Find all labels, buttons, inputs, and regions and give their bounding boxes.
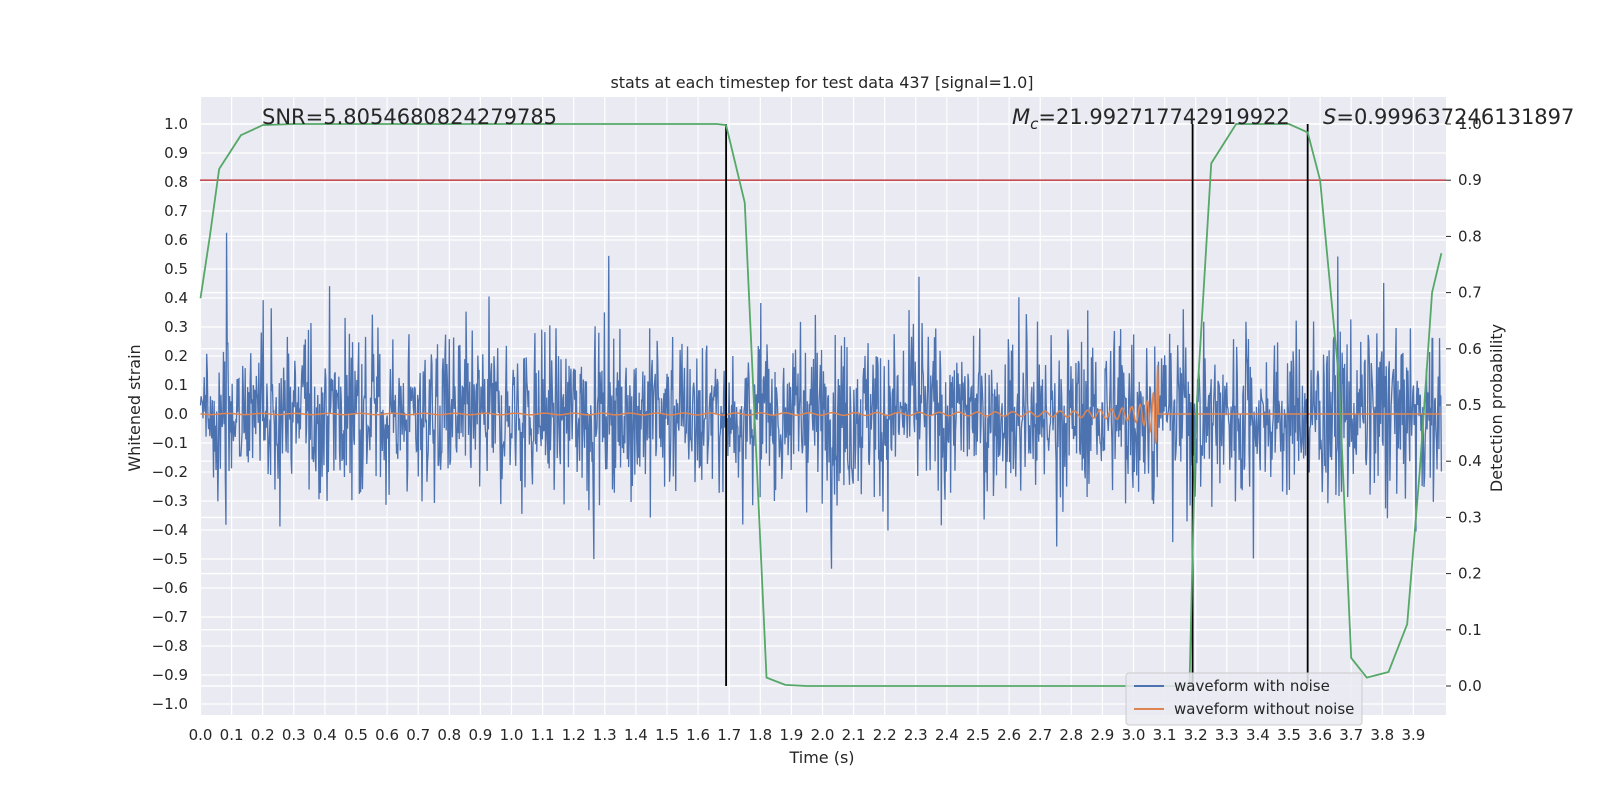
clean-waveform-line: [200, 365, 1442, 444]
x-tick-label: 0.9: [468, 726, 492, 744]
x-tick-label: 1.5: [655, 726, 679, 744]
y-tick-label: −0.6: [152, 579, 188, 597]
y-tick-label: 0.6: [164, 231, 188, 249]
x-tick-label: 3.7: [1339, 726, 1363, 744]
y-tick-label: 0.9: [164, 144, 188, 162]
y-tick-label: 0.4: [164, 289, 188, 307]
y-tick-label: −0.1: [152, 434, 188, 452]
chirp-mass-subscript: c: [1030, 115, 1039, 133]
x-tick-label: 3.1: [1153, 726, 1177, 744]
y-tick-label: −0.4: [152, 521, 188, 539]
x-tick-label: 3.2: [1184, 726, 1208, 744]
x-tick-label: 3.3: [1215, 726, 1239, 744]
x-tick-label: 0.0: [189, 726, 213, 744]
y-tick-label: −0.7: [152, 608, 188, 626]
x-tick-label: 2.0: [811, 726, 835, 744]
x-tick-label: 3.4: [1246, 726, 1270, 744]
x-tick-label: 3.5: [1277, 726, 1301, 744]
noisy-waveform-line: [199, 232, 1443, 569]
legend-box: [1125, 672, 1363, 726]
x-axis-label: Time (s): [788, 748, 854, 767]
y-right-tick-label: 1.0: [1458, 115, 1482, 133]
x-tick-label: 3.0: [1122, 726, 1146, 744]
score-value: =0.999637246131897: [1336, 105, 1574, 129]
x-tick-label: 2.7: [1028, 726, 1052, 744]
y-right-tick-label: 0.1: [1458, 621, 1482, 639]
clean-waveform-layer: [200, 365, 1442, 444]
y-right-tick-label: 0.4: [1458, 452, 1482, 470]
x-tick-label: 0.5: [344, 726, 368, 744]
legend-label-noisy: waveform with noise: [1174, 677, 1330, 695]
y-axis-label-right: Detection probability: [1487, 324, 1506, 492]
y-tick-label: −0.3: [152, 492, 188, 510]
x-tick-label: 2.9: [1090, 726, 1114, 744]
y-right-tick-label: 0.9: [1458, 171, 1482, 189]
chart-title: stats at each timestep for test data 437…: [610, 73, 1033, 92]
y-tick-label: −0.9: [152, 666, 188, 684]
x-tick-label: 2.1: [842, 726, 866, 744]
y-tick-label: 0.2: [164, 347, 188, 365]
x-tick-label: 1.9: [779, 726, 803, 744]
legend-label-clean: waveform without noise: [1174, 700, 1354, 718]
x-tick-label: 2.4: [935, 726, 959, 744]
x-tick-label: 0.3: [282, 726, 306, 744]
score-symbol: S: [1323, 105, 1336, 129]
y-ticks-left: 1.0 0.9 0.8 0.7 0.6 0.5 0.4 0.3 0.2 0.1 0.0 −0.1 −0.…: [152, 115, 188, 713]
y-tick-label: −0.2: [152, 463, 188, 481]
y-tick-label: −1.0: [152, 695, 188, 713]
x-tick-label: 2.8: [1059, 726, 1083, 744]
legend: waveform with noise waveform without noi…: [1125, 672, 1363, 726]
x-tick-label: 3.6: [1308, 726, 1332, 744]
y-right-tick-label: 0.0: [1458, 677, 1482, 695]
x-tick-label: 1.7: [717, 726, 741, 744]
x-tick-label: 0.1: [220, 726, 244, 744]
x-tick-label: 2.5: [966, 726, 990, 744]
y-axis-label-left: Whitened strain: [125, 344, 144, 471]
y-ticks-right: 1.0 0.9 0.8 0.7 0.6 0.5 0.4 0.3 0.2 0.1 0.0: [1446, 115, 1482, 695]
x-tick-label: 2.2: [873, 726, 897, 744]
x-tick-label: 1.6: [686, 726, 710, 744]
y-tick-label: 0.3: [164, 318, 188, 336]
vertical-markers: [725, 124, 1309, 686]
x-tick-label: 2.6: [997, 726, 1021, 744]
x-tick-label: 0.8: [437, 726, 461, 744]
y-right-tick-label: 0.6: [1458, 340, 1482, 358]
x-tick-label: 0.4: [313, 726, 337, 744]
y-tick-label: 0.1: [164, 376, 188, 394]
noisy-waveform-layer: [199, 232, 1443, 569]
y-right-tick-label: 0.8: [1458, 227, 1482, 245]
x-tick-label: 0.7: [406, 726, 430, 744]
y-tick-label: 1.0: [164, 115, 188, 133]
x-tick-label: 1.2: [562, 726, 586, 744]
chirp-mass-symbol: M: [1012, 105, 1030, 129]
snr-annotation: SNR=5.8054680824279785: [262, 105, 557, 129]
y-tick-label: 0.5: [164, 260, 188, 278]
score-annotation: S=0.999637246131897: [1323, 105, 1574, 129]
x-tick-label: 1.8: [748, 726, 772, 744]
x-tick-label: 3.8: [1370, 726, 1394, 744]
x-tick-label: 1.4: [624, 726, 648, 744]
x-tick-label: 1.0: [500, 726, 524, 744]
y-right-tick-label: 0.3: [1458, 508, 1482, 526]
y-right-tick-label: 0.5: [1458, 396, 1482, 414]
x-tick-label: 0.6: [375, 726, 399, 744]
x-tick-label: 0.2: [251, 726, 275, 744]
x-tick-label: 3.9: [1401, 726, 1425, 744]
chirp-mass-annotation: Mc=21.992717742919922: [1012, 105, 1290, 133]
chirp-mass-value: =21.992717742919922: [1038, 105, 1289, 129]
y-tick-label: 0.0: [164, 405, 188, 423]
x-tick-label: 2.3: [904, 726, 928, 744]
x-ticks: 0.0 0.1 0.2 0.3 0.4 0.5 0.6 0.7 0.8 0.9 1.0 1.1 1.2 1…: [189, 726, 1426, 744]
y-tick-label: −0.8: [152, 637, 188, 655]
x-tick-label: 1.3: [593, 726, 617, 744]
y-tick-label: 0.8: [164, 173, 188, 191]
y-tick-label: 0.7: [164, 202, 188, 220]
y-tick-label: −0.5: [152, 550, 188, 568]
y-right-tick-label: 0.2: [1458, 565, 1482, 583]
y-right-tick-label: 0.7: [1458, 284, 1482, 302]
x-tick-label: 1.1: [531, 726, 555, 744]
